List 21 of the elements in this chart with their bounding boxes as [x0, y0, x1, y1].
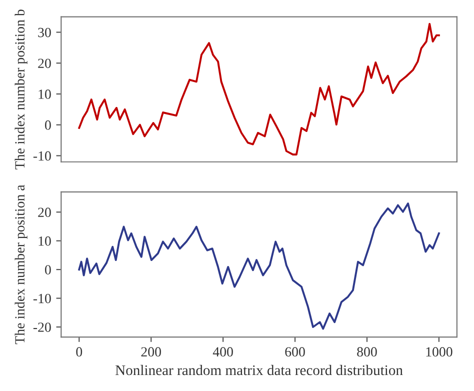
line-series [78, 22, 440, 156]
y-tick-label: 30 [38, 28, 51, 38]
y-tick-label: 10 [38, 236, 51, 246]
y-axis-title: The index number position b [14, 10, 28, 170]
x-tick-label: 600 [285, 347, 305, 357]
y-tick-label: -10 [33, 294, 51, 304]
y-tick-label: 20 [38, 208, 51, 218]
y-tick-label: 10 [38, 90, 51, 99]
x-axis-title: Nonlinear random matrix data record distribution [115, 364, 403, 376]
x-tick-label: 1000 [426, 347, 452, 357]
x-tick-label: 0 [76, 347, 82, 357]
line-series [78, 202, 440, 330]
y-tick-label: 0 [45, 120, 51, 130]
y-tick-label: -20 [33, 322, 51, 332]
x-tick-label: 800 [357, 347, 377, 357]
x-tick-label: 400 [212, 347, 233, 357]
y-tick-label: -10 [33, 151, 51, 161]
x-tick-label: 200 [141, 347, 161, 357]
y-tick-label: 0 [45, 265, 51, 274]
y-axis-title: The index number position a [14, 184, 28, 344]
y-tick-label: 20 [38, 58, 51, 68]
